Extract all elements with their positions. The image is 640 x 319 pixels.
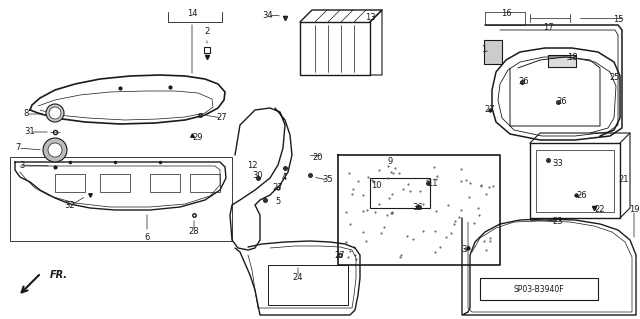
Text: 36: 36	[413, 203, 424, 211]
Text: SP03-B3940F: SP03-B3940F	[514, 285, 564, 293]
Bar	[480, 278, 598, 300]
Text: 25: 25	[610, 73, 620, 83]
Text: 15: 15	[612, 16, 623, 25]
Text: 30: 30	[253, 170, 263, 180]
Bar	[190, 174, 220, 192]
Text: 26: 26	[577, 190, 588, 199]
Text: 27: 27	[335, 250, 346, 259]
Bar	[536, 150, 614, 212]
Bar	[268, 265, 348, 305]
Text: 29: 29	[193, 133, 204, 143]
Bar	[370, 178, 430, 208]
Text: 4: 4	[282, 173, 287, 182]
Text: 16: 16	[500, 10, 511, 19]
Text: FR.: FR.	[50, 270, 68, 280]
Text: 33: 33	[552, 159, 563, 167]
Text: 5: 5	[275, 197, 280, 206]
Text: 23: 23	[553, 218, 563, 226]
Text: 12: 12	[247, 160, 257, 169]
Text: 18: 18	[566, 54, 577, 63]
Text: 21: 21	[619, 175, 629, 184]
Text: 3: 3	[461, 244, 467, 254]
Text: 27: 27	[217, 114, 227, 122]
Circle shape	[48, 143, 62, 157]
Text: 8: 8	[23, 109, 29, 118]
Text: 6: 6	[144, 233, 150, 241]
Text: 26: 26	[557, 98, 567, 107]
Bar	[55, 174, 85, 192]
Text: 3: 3	[19, 160, 25, 169]
Text: 34: 34	[262, 11, 273, 19]
Text: 27: 27	[273, 183, 284, 192]
Bar	[484, 40, 502, 64]
Circle shape	[46, 104, 64, 122]
Text: 13: 13	[365, 13, 375, 23]
Text: 20: 20	[313, 152, 323, 161]
Text: 2: 2	[204, 27, 210, 36]
Text: 11: 11	[427, 179, 437, 188]
Bar	[548, 55, 576, 67]
Bar	[100, 174, 130, 192]
Text: 35: 35	[323, 175, 333, 184]
Text: 1: 1	[481, 46, 486, 55]
Text: 19: 19	[628, 205, 639, 214]
Text: 22: 22	[595, 205, 605, 214]
Circle shape	[49, 107, 61, 119]
Text: 31: 31	[25, 128, 35, 137]
Text: 14: 14	[187, 10, 197, 19]
Bar	[10, 157, 232, 241]
Text: 24: 24	[292, 272, 303, 281]
Circle shape	[43, 138, 67, 162]
Text: 32: 32	[65, 202, 76, 211]
Text: 9: 9	[387, 158, 392, 167]
Text: 26: 26	[518, 78, 529, 86]
Text: 28: 28	[189, 226, 199, 235]
Bar	[150, 174, 180, 192]
Text: 7: 7	[15, 144, 20, 152]
Text: 17: 17	[543, 24, 554, 33]
Text: 10: 10	[371, 181, 381, 189]
Text: 27: 27	[484, 106, 495, 115]
